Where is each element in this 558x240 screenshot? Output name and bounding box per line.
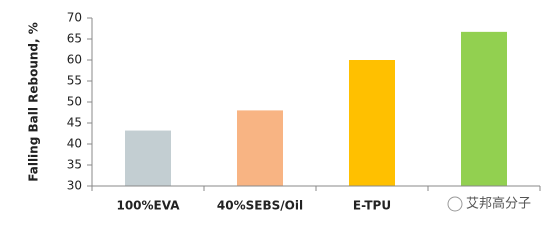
x-tick-label: E-TPU bbox=[353, 199, 391, 213]
y-tick-label: 65 bbox=[67, 32, 82, 46]
y-tick-label: 40 bbox=[67, 137, 82, 151]
x-tick-label: 40%SEBS/Oil bbox=[217, 199, 303, 213]
bar bbox=[461, 31, 507, 186]
y-axis-label: Falling Ball Rebound, % bbox=[27, 22, 41, 182]
bar bbox=[237, 110, 283, 186]
watermark: 艾邦高分子 bbox=[466, 196, 531, 212]
y-tick-label: 35 bbox=[67, 158, 82, 172]
x-tick-label: 100%EVA bbox=[116, 199, 180, 213]
watermark-icon bbox=[447, 196, 463, 212]
y-tick-label: 45 bbox=[67, 116, 82, 130]
y-tick-label: 70 bbox=[67, 11, 82, 25]
y-tick-label: 55 bbox=[67, 74, 82, 88]
bar bbox=[125, 130, 171, 186]
y-tick-label: 50 bbox=[67, 95, 82, 109]
y-tick-label: 30 bbox=[67, 179, 82, 193]
bar bbox=[349, 60, 395, 186]
chart: Falling Ball Rebound, % 30 35 40 45 50 55 60 65… bbox=[27, 11, 541, 213]
y-tick-label: 60 bbox=[67, 53, 82, 67]
